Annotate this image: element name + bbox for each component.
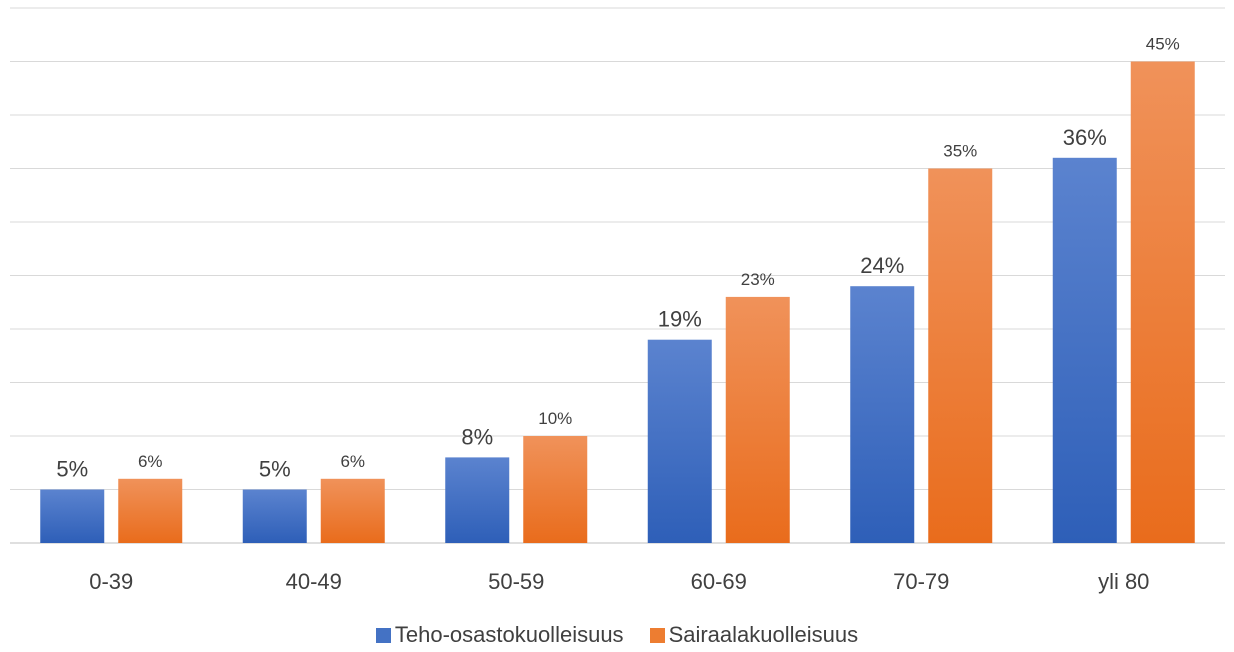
bar-series-2-50-59 <box>523 436 588 543</box>
data-label-series-1-70-79: 24% <box>860 253 904 278</box>
legend: Teho-osastokuolleisuus Sairaalakuolleisu… <box>0 622 1234 648</box>
gridlines <box>10 7 1225 544</box>
bar-series-1-50-59 <box>445 457 510 543</box>
x-tick-label-0-39: 0-39 <box>89 569 133 594</box>
x-tick-label-50-59: 50-59 <box>488 569 544 594</box>
x-axis-tick-labels: 0-39 40-49 50-59 60-69 70-79 yli 80 <box>89 569 1149 594</box>
legend-label-series-1: Teho-osastokuolleisuus <box>394 622 624 647</box>
x-tick-label-70-79: 70-79 <box>893 569 949 594</box>
bar-series-1-70-79 <box>850 286 915 543</box>
data-label-series-2-40-49: 6% <box>340 452 365 471</box>
data-label-series-2-0-39: 6% <box>138 452 163 471</box>
legend-item-series-1: Teho-osastokuolleisuus <box>375 622 624 648</box>
data-label-series-1-0-39: 5% <box>56 457 88 482</box>
bar-series-2-40-49 <box>320 478 385 543</box>
bar-series-1-60-69 <box>647 339 712 543</box>
bar-series-1-40-49 <box>242 489 307 543</box>
data-label-series-2-70-79: 35% <box>943 142 977 161</box>
data-label-series-1-yli-80: 36% <box>1063 125 1107 150</box>
x-tick-label-60-69: 60-69 <box>691 569 747 594</box>
data-labels: 5% 6% 5% 6% 8% 10% 19% 23% 24% 35% 36% 45% <box>56 35 1179 482</box>
bar-series-1-0-39 <box>40 489 105 543</box>
data-label-series-1-40-49: 5% <box>259 457 291 482</box>
bar-chart: 5% 6% 5% 6% 8% 10% 19% 23% 24% 35% 36% 45% 0-39 40-4… <box>10 7 1225 594</box>
legend-swatch-series-2 <box>649 627 665 643</box>
legend-label-series-2: Sairaalakuolleisuus <box>668 622 859 647</box>
data-label-series-2-50-59: 10% <box>538 409 572 428</box>
x-tick-label-40-49: 40-49 <box>286 569 342 594</box>
legend-item-series-2: Sairaalakuolleisuus <box>649 622 859 648</box>
data-label-series-2-yli-80: 45% <box>1146 35 1180 54</box>
data-label-series-1-60-69: 19% <box>658 307 702 332</box>
legend-swatch-series-1 <box>375 627 391 643</box>
bar-series-2-0-39 <box>118 478 183 543</box>
data-label-series-1-50-59: 8% <box>461 424 493 449</box>
bar-series-2-60-69 <box>725 296 790 543</box>
bar-series-2-yli-80 <box>1130 61 1195 543</box>
x-tick-label-yli-80: yli 80 <box>1098 569 1149 594</box>
bars <box>40 61 1195 544</box>
bar-series-1-yli-80 <box>1052 157 1117 544</box>
data-label-series-2-60-69: 23% <box>741 270 775 289</box>
bar-series-2-70-79 <box>928 168 993 543</box>
